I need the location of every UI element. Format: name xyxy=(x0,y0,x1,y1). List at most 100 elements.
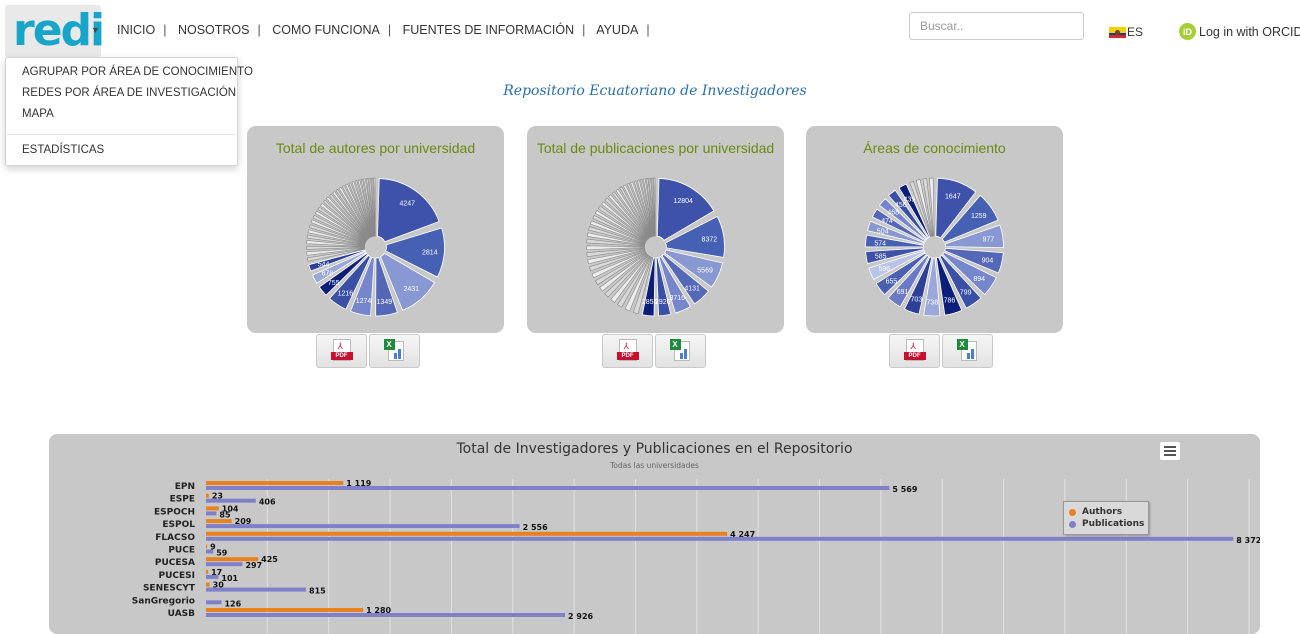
pie-slice[interactable] xyxy=(626,182,652,238)
pie-slice[interactable] xyxy=(622,184,652,238)
pie-slice[interactable] xyxy=(351,181,373,238)
pie-slice[interactable] xyxy=(348,182,372,238)
pie-slice[interactable] xyxy=(868,250,926,281)
authors-bar[interactable] xyxy=(206,569,209,574)
pie-slice[interactable] xyxy=(658,256,691,314)
pie-slice[interactable] xyxy=(941,194,999,243)
nav-inicio[interactable]: INICIO xyxy=(117,23,156,37)
pie-slice[interactable] xyxy=(633,180,653,237)
pie-slice[interactable] xyxy=(590,220,646,244)
publications-bar[interactable] xyxy=(206,600,222,605)
pie-slice[interactable] xyxy=(366,178,375,237)
pie-slice[interactable] xyxy=(318,252,369,296)
publications-pdf-export-button[interactable]: ⅄ PDF xyxy=(602,334,653,368)
pie-slice[interactable] xyxy=(329,254,371,310)
pie-slice[interactable] xyxy=(371,177,376,237)
publications-bar[interactable] xyxy=(206,549,214,554)
pie-slice[interactable] xyxy=(640,178,654,237)
pie-slice[interactable] xyxy=(328,193,369,240)
authors-bar[interactable] xyxy=(206,531,728,536)
pie-slice[interactable] xyxy=(591,250,647,279)
pie-slice[interactable] xyxy=(375,257,398,317)
pie-slice[interactable] xyxy=(385,227,445,278)
pie-slice[interactable] xyxy=(636,179,654,237)
authors-bar[interactable] xyxy=(206,481,344,485)
pie-slice[interactable] xyxy=(373,177,376,237)
pie-slice[interactable] xyxy=(335,188,370,239)
menu-item-mapa[interactable]: MAPA xyxy=(22,108,54,120)
pie-slice[interactable] xyxy=(332,191,370,239)
pie-slice[interactable] xyxy=(307,229,366,246)
areas-excel-export-button[interactable]: X xyxy=(942,334,993,368)
pie-slice[interactable] xyxy=(611,191,650,239)
publications-bar[interactable] xyxy=(206,498,256,503)
pie-slice[interactable] xyxy=(322,199,368,241)
pie-slice[interactable] xyxy=(664,249,724,288)
pie-slice[interactable] xyxy=(630,181,653,238)
pie-slice[interactable] xyxy=(601,201,648,241)
pie-slice[interactable] xyxy=(360,178,374,237)
authors-bar[interactable] xyxy=(206,608,364,612)
pie-slice[interactable] xyxy=(632,257,654,315)
pie-slice[interactable] xyxy=(922,178,934,237)
publications-bar[interactable] xyxy=(206,486,890,490)
pie-slice[interactable] xyxy=(898,183,931,239)
nav-nosotros[interactable]: NOSOTROS xyxy=(177,23,250,37)
pie-slice[interactable] xyxy=(923,257,941,317)
authors-pdf-export-button[interactable]: ⅄ PDF xyxy=(316,334,367,368)
pie-slice[interactable] xyxy=(887,189,929,240)
pie-slice[interactable] xyxy=(875,252,927,296)
menu-item-redes[interactable]: REDES POR ÁREA DE INVESTIGACIÓN xyxy=(22,87,237,99)
pie-slice[interactable] xyxy=(325,196,369,240)
pie-slice[interactable] xyxy=(314,210,367,243)
pie-slice[interactable] xyxy=(915,179,933,237)
authors-bar[interactable] xyxy=(206,506,219,511)
pie-slice[interactable] xyxy=(586,238,645,247)
pie-slice[interactable] xyxy=(306,240,365,247)
authors-bar[interactable] xyxy=(206,493,209,498)
publications-bar[interactable] xyxy=(206,613,566,617)
pie-slice[interactable] xyxy=(936,256,963,316)
pie-slice[interactable] xyxy=(939,254,982,309)
pie-slice[interactable] xyxy=(655,257,672,317)
pie-slice[interactable] xyxy=(345,183,372,238)
pie-slice[interactable] xyxy=(651,177,656,237)
pie-slice[interactable] xyxy=(586,245,645,251)
pie-slice[interactable] xyxy=(865,234,925,248)
pie-slice[interactable] xyxy=(935,177,977,239)
pie-slice[interactable] xyxy=(903,256,933,315)
pie-slice[interactable] xyxy=(909,180,932,238)
publications-bar[interactable] xyxy=(206,536,1234,541)
pie-slice[interactable] xyxy=(604,254,649,298)
pie-slice[interactable] xyxy=(653,177,656,237)
nav-como-funciona[interactable]: COMO FUNCIONA xyxy=(272,23,380,37)
pie-slice[interactable] xyxy=(929,177,935,237)
pie-slice[interactable] xyxy=(594,252,647,286)
nav-fuentes[interactable]: FUENTES DE INFORMACIÓN xyxy=(402,23,575,37)
pie-slice[interactable] xyxy=(665,215,725,258)
pie-slice[interactable] xyxy=(586,247,645,258)
pie-slice[interactable] xyxy=(624,256,652,312)
pie-slice[interactable] xyxy=(887,254,930,308)
pie-slice[interactable] xyxy=(338,186,371,239)
orcid-login-link[interactable]: iD Log in with ORCID xyxy=(1179,23,1300,40)
pie-slice[interactable] xyxy=(615,188,650,239)
pie-slice[interactable] xyxy=(942,251,997,296)
pie-slice[interactable] xyxy=(878,198,928,241)
pie-slice[interactable] xyxy=(597,205,648,242)
pie-slice[interactable] xyxy=(865,247,925,265)
pie-slice[interactable] xyxy=(308,224,366,245)
publications-excel-export-button[interactable]: X xyxy=(655,334,706,368)
pie-slice[interactable] xyxy=(306,247,365,256)
pie-slice[interactable] xyxy=(311,251,367,284)
pie-slice[interactable] xyxy=(619,186,651,238)
pie-slice[interactable] xyxy=(363,178,375,237)
authors-bar[interactable] xyxy=(206,544,208,549)
publications-bar[interactable] xyxy=(206,524,520,529)
pie-slice[interactable] xyxy=(586,232,646,246)
authors-bar[interactable] xyxy=(206,519,232,524)
authors-bar[interactable] xyxy=(206,557,259,562)
pie-slice[interactable] xyxy=(646,178,655,237)
pie-slice[interactable] xyxy=(648,177,655,237)
pie-slice[interactable] xyxy=(312,214,367,243)
